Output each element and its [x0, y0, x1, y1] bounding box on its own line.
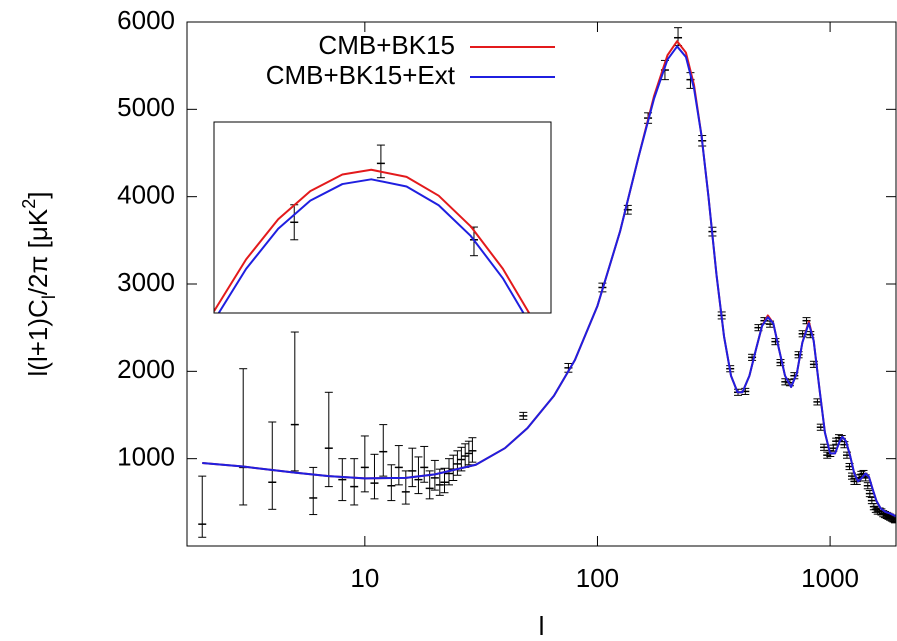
- y-tick-label: 2000: [117, 354, 175, 384]
- legend-label: CMB+BK15+Ext: [266, 60, 456, 90]
- plot-frame: [186, 21, 897, 547]
- y-axis-label-part: ]: [23, 192, 53, 199]
- curves: [202, 40, 896, 518]
- y-tick-label: 4000: [117, 180, 175, 210]
- inset-frame: [213, 121, 552, 314]
- series-line: [217, 178, 525, 313]
- legend-label: CMB+BK15: [318, 30, 455, 60]
- inset-background: [214, 122, 551, 313]
- y-axis-label-part: 2: [19, 199, 39, 209]
- y-tick-label: 6000: [117, 5, 175, 35]
- y-tick-label: 5000: [117, 92, 175, 122]
- y-axis-label-part: /2π [μK: [23, 208, 53, 295]
- x-tick-label: 100: [576, 563, 619, 593]
- x-tick-label: 10: [350, 563, 379, 593]
- series-line: [202, 45, 896, 518]
- y-axis-label-part: l: [39, 295, 59, 299]
- x-tick-label: 1000: [801, 563, 859, 593]
- y-tick-label: 1000: [117, 442, 175, 472]
- series-line: [214, 168, 531, 313]
- curves: [214, 168, 531, 313]
- y-tick-label: 3000: [117, 267, 175, 297]
- x-axis-label: l: [539, 611, 545, 641]
- y-axis-label-part: l(l+1)C: [23, 299, 53, 376]
- y-axis-label: l(l+1)Cl/2π [μK2]: [19, 192, 59, 377]
